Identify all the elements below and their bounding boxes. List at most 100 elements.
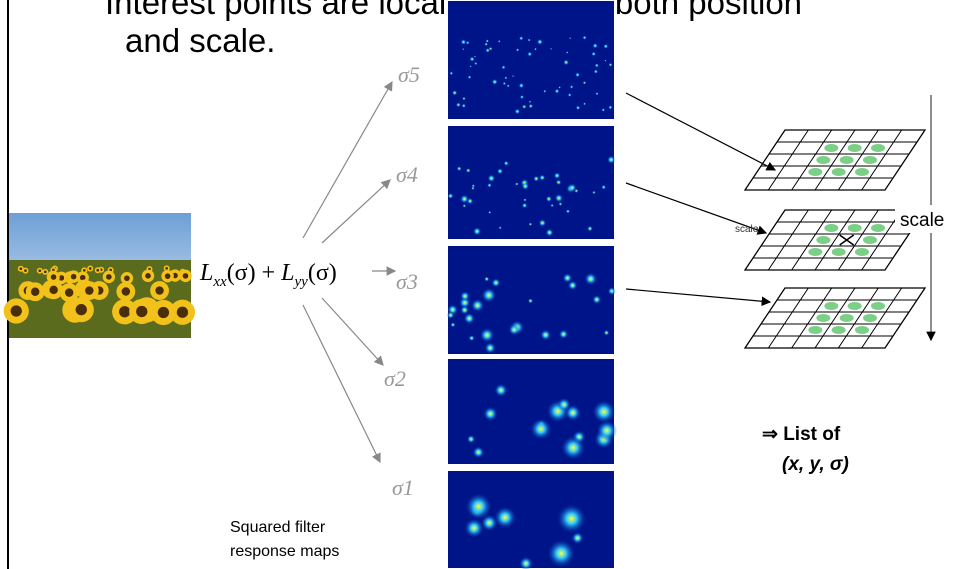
response-blob <box>488 210 492 214</box>
response-blob <box>487 174 496 183</box>
response-blob <box>558 329 569 339</box>
response-blob <box>575 72 580 78</box>
flower-center <box>176 306 189 318</box>
response-blob <box>592 190 596 195</box>
flower-center <box>38 269 42 273</box>
response-blob <box>514 108 521 115</box>
grid-point <box>816 236 831 244</box>
response-blob <box>469 56 475 62</box>
response-blob <box>521 182 530 190</box>
response-blob <box>534 47 537 51</box>
response-blob <box>465 168 471 173</box>
sigma-label: σ3 <box>396 269 418 294</box>
flower-center <box>119 306 131 318</box>
grid-point <box>847 302 862 310</box>
flower-center <box>82 269 86 272</box>
response-blob <box>550 203 554 208</box>
response-blob <box>461 103 466 108</box>
grid-point <box>855 168 869 176</box>
grid-point <box>808 168 823 176</box>
flower-center <box>165 266 169 270</box>
response-blob <box>536 38 543 45</box>
scale-arrows <box>302 80 397 464</box>
flower-center <box>79 274 86 281</box>
response-blob <box>460 39 467 45</box>
response-blob <box>451 90 458 96</box>
flower-center <box>52 268 55 272</box>
response-map <box>446 357 616 466</box>
response-blob <box>565 209 571 214</box>
response-blob <box>607 155 616 164</box>
response-blob <box>533 175 540 182</box>
title-line-2: and scale. <box>125 22 275 59</box>
response-blob <box>592 400 616 424</box>
grid-cell-line <box>767 129 809 191</box>
response-blob <box>555 179 562 186</box>
scale-space-grids <box>743 129 927 349</box>
response-blob <box>592 43 598 49</box>
flower-center <box>64 288 74 297</box>
response-blob <box>483 406 498 421</box>
response-blob <box>501 65 506 70</box>
response-blob <box>446 311 455 319</box>
flower-center <box>30 287 40 297</box>
response-blob <box>528 100 532 104</box>
sigma-label: σ2 <box>384 366 406 391</box>
grid-point <box>871 224 885 232</box>
response-blob <box>465 40 470 45</box>
flower-center <box>85 286 94 295</box>
map-to-grid-arrows <box>625 92 777 307</box>
grid-cell-line <box>791 129 833 191</box>
response-blob <box>540 329 551 341</box>
response-blob <box>462 204 467 208</box>
response-blob <box>539 174 546 181</box>
result-line-2: (x, y, σ) <box>782 454 849 475</box>
response-blob <box>603 329 610 336</box>
response-blob <box>545 195 552 202</box>
response-blob <box>523 198 527 202</box>
grid-point <box>824 302 839 310</box>
response-blob <box>527 298 534 304</box>
response-blob <box>550 47 553 50</box>
grid-point <box>847 224 862 232</box>
response-blob <box>521 202 528 209</box>
response-blob <box>528 222 533 227</box>
flower-center <box>70 273 77 280</box>
response-blob <box>464 518 484 538</box>
grid-cell-line <box>814 209 856 271</box>
response-blob <box>503 160 509 166</box>
response-blob <box>487 183 492 188</box>
response-blob <box>567 183 577 193</box>
grid-cell-line <box>861 129 903 191</box>
response-blob <box>601 108 606 112</box>
grid-cell-line <box>837 129 879 191</box>
response-blob <box>582 35 587 40</box>
response-blob <box>518 82 524 89</box>
grid-point <box>855 326 869 334</box>
grid-point <box>831 326 846 334</box>
response-maps <box>446 0 618 569</box>
response-blob <box>571 532 584 544</box>
formula: Lxx(σ) + Lyy(σ) <box>199 260 337 290</box>
response-blob <box>463 312 475 324</box>
response-blob <box>506 84 510 88</box>
grid-cell-line <box>767 209 809 271</box>
response-blob <box>554 88 560 94</box>
response-blob <box>574 188 579 194</box>
response-blob <box>466 434 476 444</box>
response-blob <box>460 305 470 315</box>
grid-cell-line <box>837 209 879 271</box>
response-blob <box>460 291 470 301</box>
grid-point <box>808 248 823 256</box>
response-blob <box>583 102 587 106</box>
response-blob <box>447 193 454 199</box>
response-blob <box>528 103 534 109</box>
response-blob <box>584 272 597 286</box>
sigma-label: σ4 <box>396 162 418 187</box>
response-blob <box>488 46 493 51</box>
response-blob <box>563 59 570 66</box>
response-blob <box>527 51 533 57</box>
grid-point <box>824 144 839 152</box>
response-blob <box>491 78 498 85</box>
